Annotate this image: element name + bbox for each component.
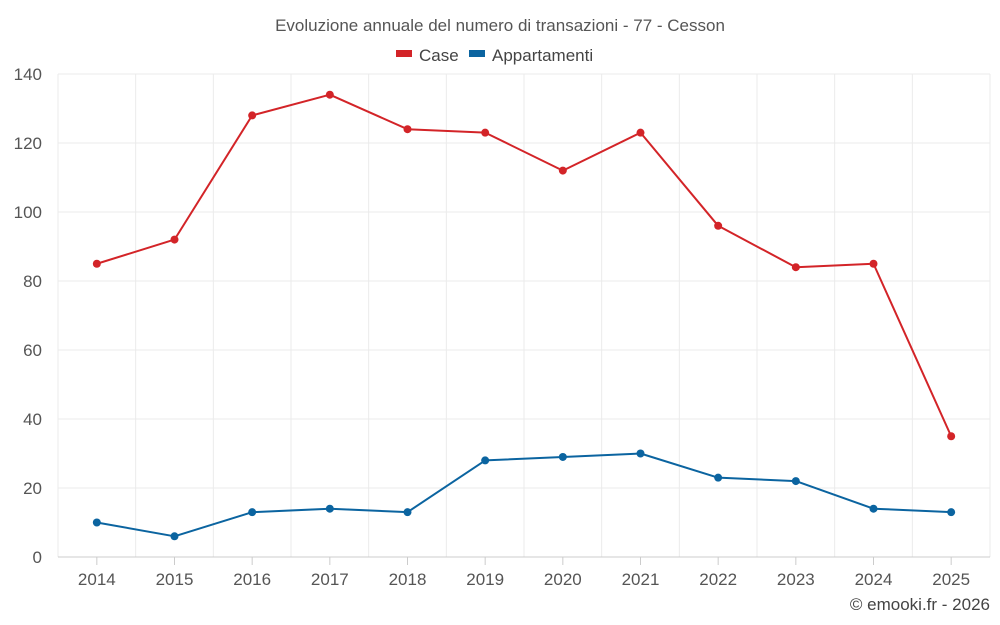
- y-tick-label: 40: [23, 410, 42, 429]
- data-point-appartamenti[interactable]: [558, 452, 567, 461]
- series-line-case: [96, 93, 953, 437]
- data-point-case[interactable]: [248, 111, 257, 120]
- data-point-appartamenti[interactable]: [403, 508, 412, 517]
- legend-item-appartamenti[interactable]: Appartamenti: [469, 46, 593, 65]
- series-line-appartamenti: [96, 452, 952, 538]
- x-tick-label: 2025: [932, 570, 970, 589]
- y-tick-label: 60: [23, 341, 42, 360]
- data-point-appartamenti[interactable]: [481, 456, 490, 465]
- x-axis: 2014 2015 2016 2017 2018 2019 2020 2021 2022 2023…: [58, 556, 990, 589]
- data-point-appartamenti[interactable]: [248, 508, 257, 517]
- x-tick-label: 2022: [699, 570, 737, 589]
- series: [92, 90, 956, 541]
- data-point-appartamenti[interactable]: [325, 504, 334, 513]
- legend: Case Appartamenti: [396, 46, 593, 65]
- x-tick-label: 2023: [777, 570, 815, 589]
- y-tick-label: 0: [33, 548, 42, 567]
- data-point-case[interactable]: [481, 128, 490, 137]
- data-point-appartamenti[interactable]: [92, 518, 101, 527]
- legend-swatch-appartamenti: [469, 50, 485, 57]
- series-appartamenti: [92, 449, 956, 541]
- data-point-case[interactable]: [92, 259, 101, 268]
- y-tick-label: 140: [14, 65, 42, 84]
- data-point-case[interactable]: [170, 235, 179, 244]
- x-tick-label: 2016: [233, 570, 271, 589]
- data-point-appartamenti[interactable]: [791, 477, 800, 486]
- y-tick-label: 120: [14, 134, 42, 153]
- data-point-case[interactable]: [869, 259, 878, 268]
- credit-text: © emooki.fr - 2026: [850, 595, 990, 614]
- series-case: [92, 90, 956, 441]
- data-point-case[interactable]: [636, 128, 645, 137]
- data-point-case[interactable]: [403, 125, 412, 134]
- chart-title: Evoluzione annuale del numero di transaz…: [275, 16, 725, 35]
- x-tick-label: 2017: [311, 570, 349, 589]
- data-point-appartamenti[interactable]: [947, 508, 956, 517]
- data-point-case[interactable]: [947, 432, 956, 441]
- x-tick-label: 2019: [466, 570, 504, 589]
- legend-label-case: Case: [419, 46, 459, 65]
- y-tick-label: 100: [14, 203, 42, 222]
- x-tick-label: 2015: [156, 570, 194, 589]
- x-tick-label: 2014: [78, 570, 116, 589]
- data-point-case[interactable]: [325, 90, 334, 99]
- legend-label-appartamenti: Appartamenti: [492, 46, 593, 65]
- y-tick-label: 20: [23, 479, 42, 498]
- legend-swatch-case: [396, 50, 412, 57]
- grid: [57, 73, 991, 557]
- data-point-case[interactable]: [558, 166, 567, 175]
- y-axis: 0 20 40 60 80 100 120 140: [14, 65, 42, 567]
- data-point-appartamenti[interactable]: [714, 473, 723, 482]
- legend-item-case[interactable]: Case: [396, 46, 459, 65]
- y-tick-label: 80: [23, 272, 42, 291]
- data-point-appartamenti[interactable]: [170, 532, 179, 541]
- data-point-case[interactable]: [791, 263, 800, 272]
- data-point-case[interactable]: [714, 221, 723, 230]
- x-tick-label: 2024: [855, 570, 893, 589]
- x-tick-label: 2021: [622, 570, 660, 589]
- data-point-appartamenti[interactable]: [869, 504, 878, 513]
- x-tick-label: 2020: [544, 570, 582, 589]
- data-point-appartamenti[interactable]: [636, 449, 645, 458]
- x-tick-label: 2018: [389, 570, 427, 589]
